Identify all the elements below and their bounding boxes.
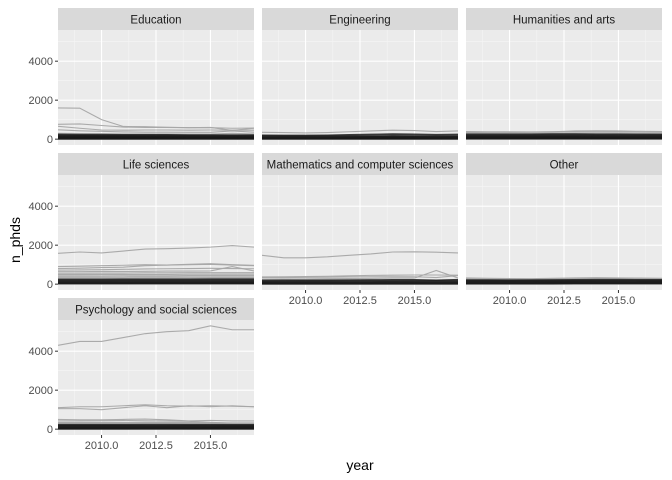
facet-strip-label: Engineering: [329, 15, 390, 27]
y-tick-label: 2000: [29, 95, 53, 107]
y-axis-title: n_phds: [7, 217, 23, 263]
facet-panel: Education: [58, 8, 254, 145]
series-line: [58, 123, 254, 129]
series-line: [58, 245, 254, 254]
series-line: [58, 266, 254, 273]
y-axes: 0 2000 4000 0 2000 4000 0 2000 4000: [29, 56, 58, 436]
series-line: [466, 132, 662, 135]
series-line: [466, 130, 662, 134]
x-tick-label: 2012.5: [139, 440, 173, 452]
series-line: [58, 133, 254, 136]
facet-strip-label: Humanities and arts: [513, 15, 616, 27]
x-axis-title: year: [346, 457, 374, 473]
series-line: [58, 272, 254, 274]
facet-strip: [262, 153, 458, 175]
y-tick-label: 4000: [29, 346, 53, 358]
y-tick-label: 0: [47, 424, 53, 436]
series-line: [58, 418, 254, 422]
facet-strip-label: Psychology and social sciences: [75, 305, 237, 317]
facet-panel: Mathematics and computer sciences: [262, 153, 458, 290]
facet-panel: Humanities and arts: [466, 8, 662, 145]
facet-strip-label: Life sciences: [123, 160, 190, 172]
facet-strip: [466, 8, 662, 30]
gridlines: [58, 320, 254, 435]
series-lines: [262, 251, 458, 285]
series-line: [262, 275, 458, 279]
gridlines: [262, 175, 458, 290]
facet-strip-label: Education: [130, 15, 181, 27]
series-line: [58, 325, 254, 346]
series-line: [262, 269, 458, 280]
series-line: [58, 263, 254, 270]
facet-strip: [58, 153, 254, 175]
x-tick-label: 2012.5: [547, 295, 581, 307]
series-lines: [58, 325, 254, 430]
series-line: [58, 405, 254, 411]
y-tick-label: 0: [47, 134, 53, 146]
y-tick-label: 4000: [29, 56, 53, 68]
series-line: [466, 277, 662, 280]
series-line: [58, 129, 254, 133]
facet-panel: Life sciences: [58, 153, 254, 290]
facet-strip: [262, 8, 458, 30]
series-lines: [466, 130, 662, 140]
facet-strip-label: Mathematics and computer sciences: [267, 160, 454, 172]
facet-panel: Psychology and social sciences: [58, 298, 254, 435]
x-tick-label: 2010.0: [289, 295, 323, 307]
facet-strip: [58, 8, 254, 30]
facet-strip: [466, 153, 662, 175]
y-tick-label: 2000: [29, 385, 53, 397]
x-tick-label: 2015.0: [194, 440, 228, 452]
x-tick-label: 2015.0: [398, 295, 432, 307]
series-line: [262, 251, 458, 259]
facet-panel: Engineering: [262, 8, 458, 145]
x-axes: 2010.0 2012.5 2015.0 2010.0 2012.5 2015.0 2010…: [85, 290, 636, 452]
x-tick-label: 2010.0: [493, 295, 527, 307]
series-line: [262, 274, 458, 278]
series-line: [262, 129, 458, 134]
panels-layer: Education Engineering Humanities and arts L…: [58, 8, 662, 435]
series-lines: [58, 245, 254, 285]
facet-strip: [58, 298, 254, 320]
series-lines: [58, 107, 254, 140]
series-line: [58, 125, 254, 131]
series-line: [466, 277, 662, 280]
series-lines: [262, 129, 458, 140]
y-tick-label: 0: [47, 279, 53, 291]
series-line: [262, 278, 458, 282]
y-tick-label: 2000: [29, 240, 53, 252]
x-tick-label: 2012.5: [343, 295, 377, 307]
y-tick-label: 4000: [29, 201, 53, 213]
series-lines: [466, 277, 662, 285]
x-tick-label: 2015.0: [602, 295, 636, 307]
series-line: [58, 132, 254, 135]
facet-panel: Other: [466, 153, 662, 290]
x-tick-label: 2010.0: [85, 440, 119, 452]
facet-strip-label: Other: [550, 160, 579, 172]
